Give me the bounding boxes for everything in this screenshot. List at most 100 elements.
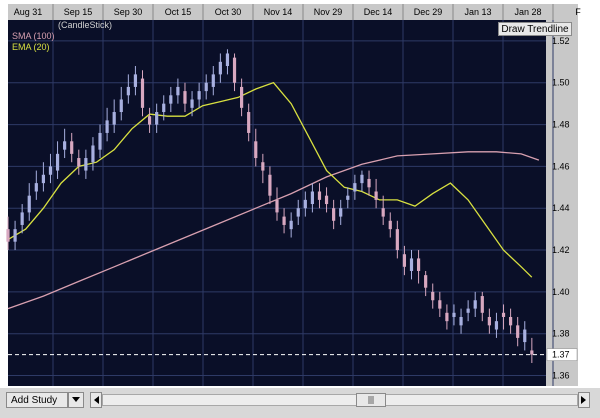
candle-body [133, 74, 138, 87]
y-tick-label: 1.40 [552, 287, 570, 297]
candle-body [232, 57, 237, 83]
x-tick-label: Oct 30 [215, 7, 242, 17]
candle-body [445, 312, 449, 322]
candle-body [197, 91, 201, 100]
sma-line [7, 151, 540, 310]
candle-body [140, 78, 145, 108]
candle-body [98, 132, 102, 150]
candle-body [55, 153, 60, 171]
candle-body [27, 195, 31, 213]
candle-body [317, 191, 322, 200]
y-tick-label: 1.44 [552, 203, 570, 213]
candle-body [6, 229, 10, 242]
candle-body [218, 61, 222, 75]
last-price-label: 1.37 [552, 350, 570, 360]
x-tick-label: Nov 14 [264, 7, 293, 17]
x-tick-label: F [575, 7, 581, 17]
candle-body [211, 74, 215, 87]
candle-body [459, 316, 463, 326]
add-study-dropdown[interactable] [68, 392, 84, 408]
candle-body [225, 53, 230, 67]
candle-body [147, 116, 152, 125]
candle-body [240, 86, 244, 108]
candle-body [162, 103, 166, 113]
candle-body [487, 316, 491, 326]
candle-body [296, 208, 300, 217]
chevron-down-icon [72, 397, 80, 402]
candle-body [530, 350, 534, 355]
add-study-button[interactable]: Add Study [6, 392, 68, 408]
candle-body [155, 112, 159, 125]
candle-body [402, 254, 407, 267]
x-tick-label: Sep 30 [114, 7, 143, 17]
candle-body [395, 229, 399, 251]
x-tick-label: Dec 14 [364, 7, 393, 17]
x-tick-label: Jan 13 [464, 7, 491, 17]
x-tick-labels: Aug 31 Sep 15 Sep 30 Oct 15 Oct 30 Nov 14 Nov … [14, 4, 581, 20]
x-axis-header [8, 4, 578, 20]
y-tick-label: 1.48 [552, 120, 570, 130]
candle-body [424, 275, 428, 288]
candle-body [466, 308, 470, 313]
candle-body [516, 325, 520, 338]
candle-body [310, 191, 314, 205]
candle-body [438, 300, 442, 309]
candle-body [431, 291, 435, 301]
candle-body [183, 91, 187, 104]
draw-trendline-button[interactable]: Draw Trendline [498, 22, 572, 36]
scroll-left-button[interactable] [90, 392, 102, 408]
candle-body [190, 99, 194, 108]
candle-body [261, 162, 265, 171]
candle-body [494, 321, 499, 330]
x-tick-label: Nov 29 [314, 7, 343, 17]
scroll-right-button[interactable] [578, 392, 590, 408]
candle-body [282, 216, 286, 225]
candle-body [339, 208, 343, 217]
candle-body [374, 191, 378, 200]
candle-body [34, 183, 38, 192]
candle-body [332, 208, 336, 221]
scrollbar-track[interactable] [102, 394, 578, 406]
candle-body [204, 82, 208, 92]
x-tick-label: Dec 29 [414, 7, 443, 17]
candle-body [452, 312, 456, 317]
candle-body [303, 199, 307, 209]
legend-ema: EMA (20) [12, 42, 50, 52]
candle-body [48, 166, 53, 175]
candle-body [360, 174, 364, 184]
add-study-label: Add Study [11, 394, 58, 406]
scrollbar-thumb[interactable] [356, 393, 386, 407]
ema-line [7, 81, 533, 278]
candle-body [176, 86, 180, 96]
candle-body [353, 183, 357, 192]
arrow-right-icon [581, 396, 586, 404]
candle-body [509, 316, 513, 326]
candle-body [523, 329, 527, 343]
sma-layer [7, 151, 540, 310]
candle-body [409, 258, 414, 271]
legend-sma: SMA (100) [12, 31, 55, 41]
candle-body [254, 141, 258, 159]
candle-body [501, 312, 506, 317]
candle-body [105, 120, 109, 133]
y-axis-panel [546, 20, 578, 386]
candle-body [91, 145, 95, 163]
x-tick-label: Oct 15 [165, 7, 192, 17]
chart-type-label: (CandleStick) [58, 20, 112, 30]
x-tick-label: Jan 28 [514, 7, 541, 17]
candle-body [275, 199, 279, 213]
x-tick-label: Aug 31 [14, 7, 43, 17]
candle-body [84, 158, 88, 171]
y-tick-label: 1.46 [552, 161, 570, 171]
candle-body [77, 158, 81, 167]
y-tick-label: 1.36 [552, 371, 570, 381]
candle-body [416, 258, 421, 271]
candle-body [381, 208, 385, 217]
candle-body [247, 112, 251, 133]
candle-body [112, 112, 116, 125]
candle-body [70, 141, 74, 154]
candle-body [388, 220, 392, 230]
candle-body [126, 86, 130, 96]
last-price-tag [546, 348, 578, 361]
